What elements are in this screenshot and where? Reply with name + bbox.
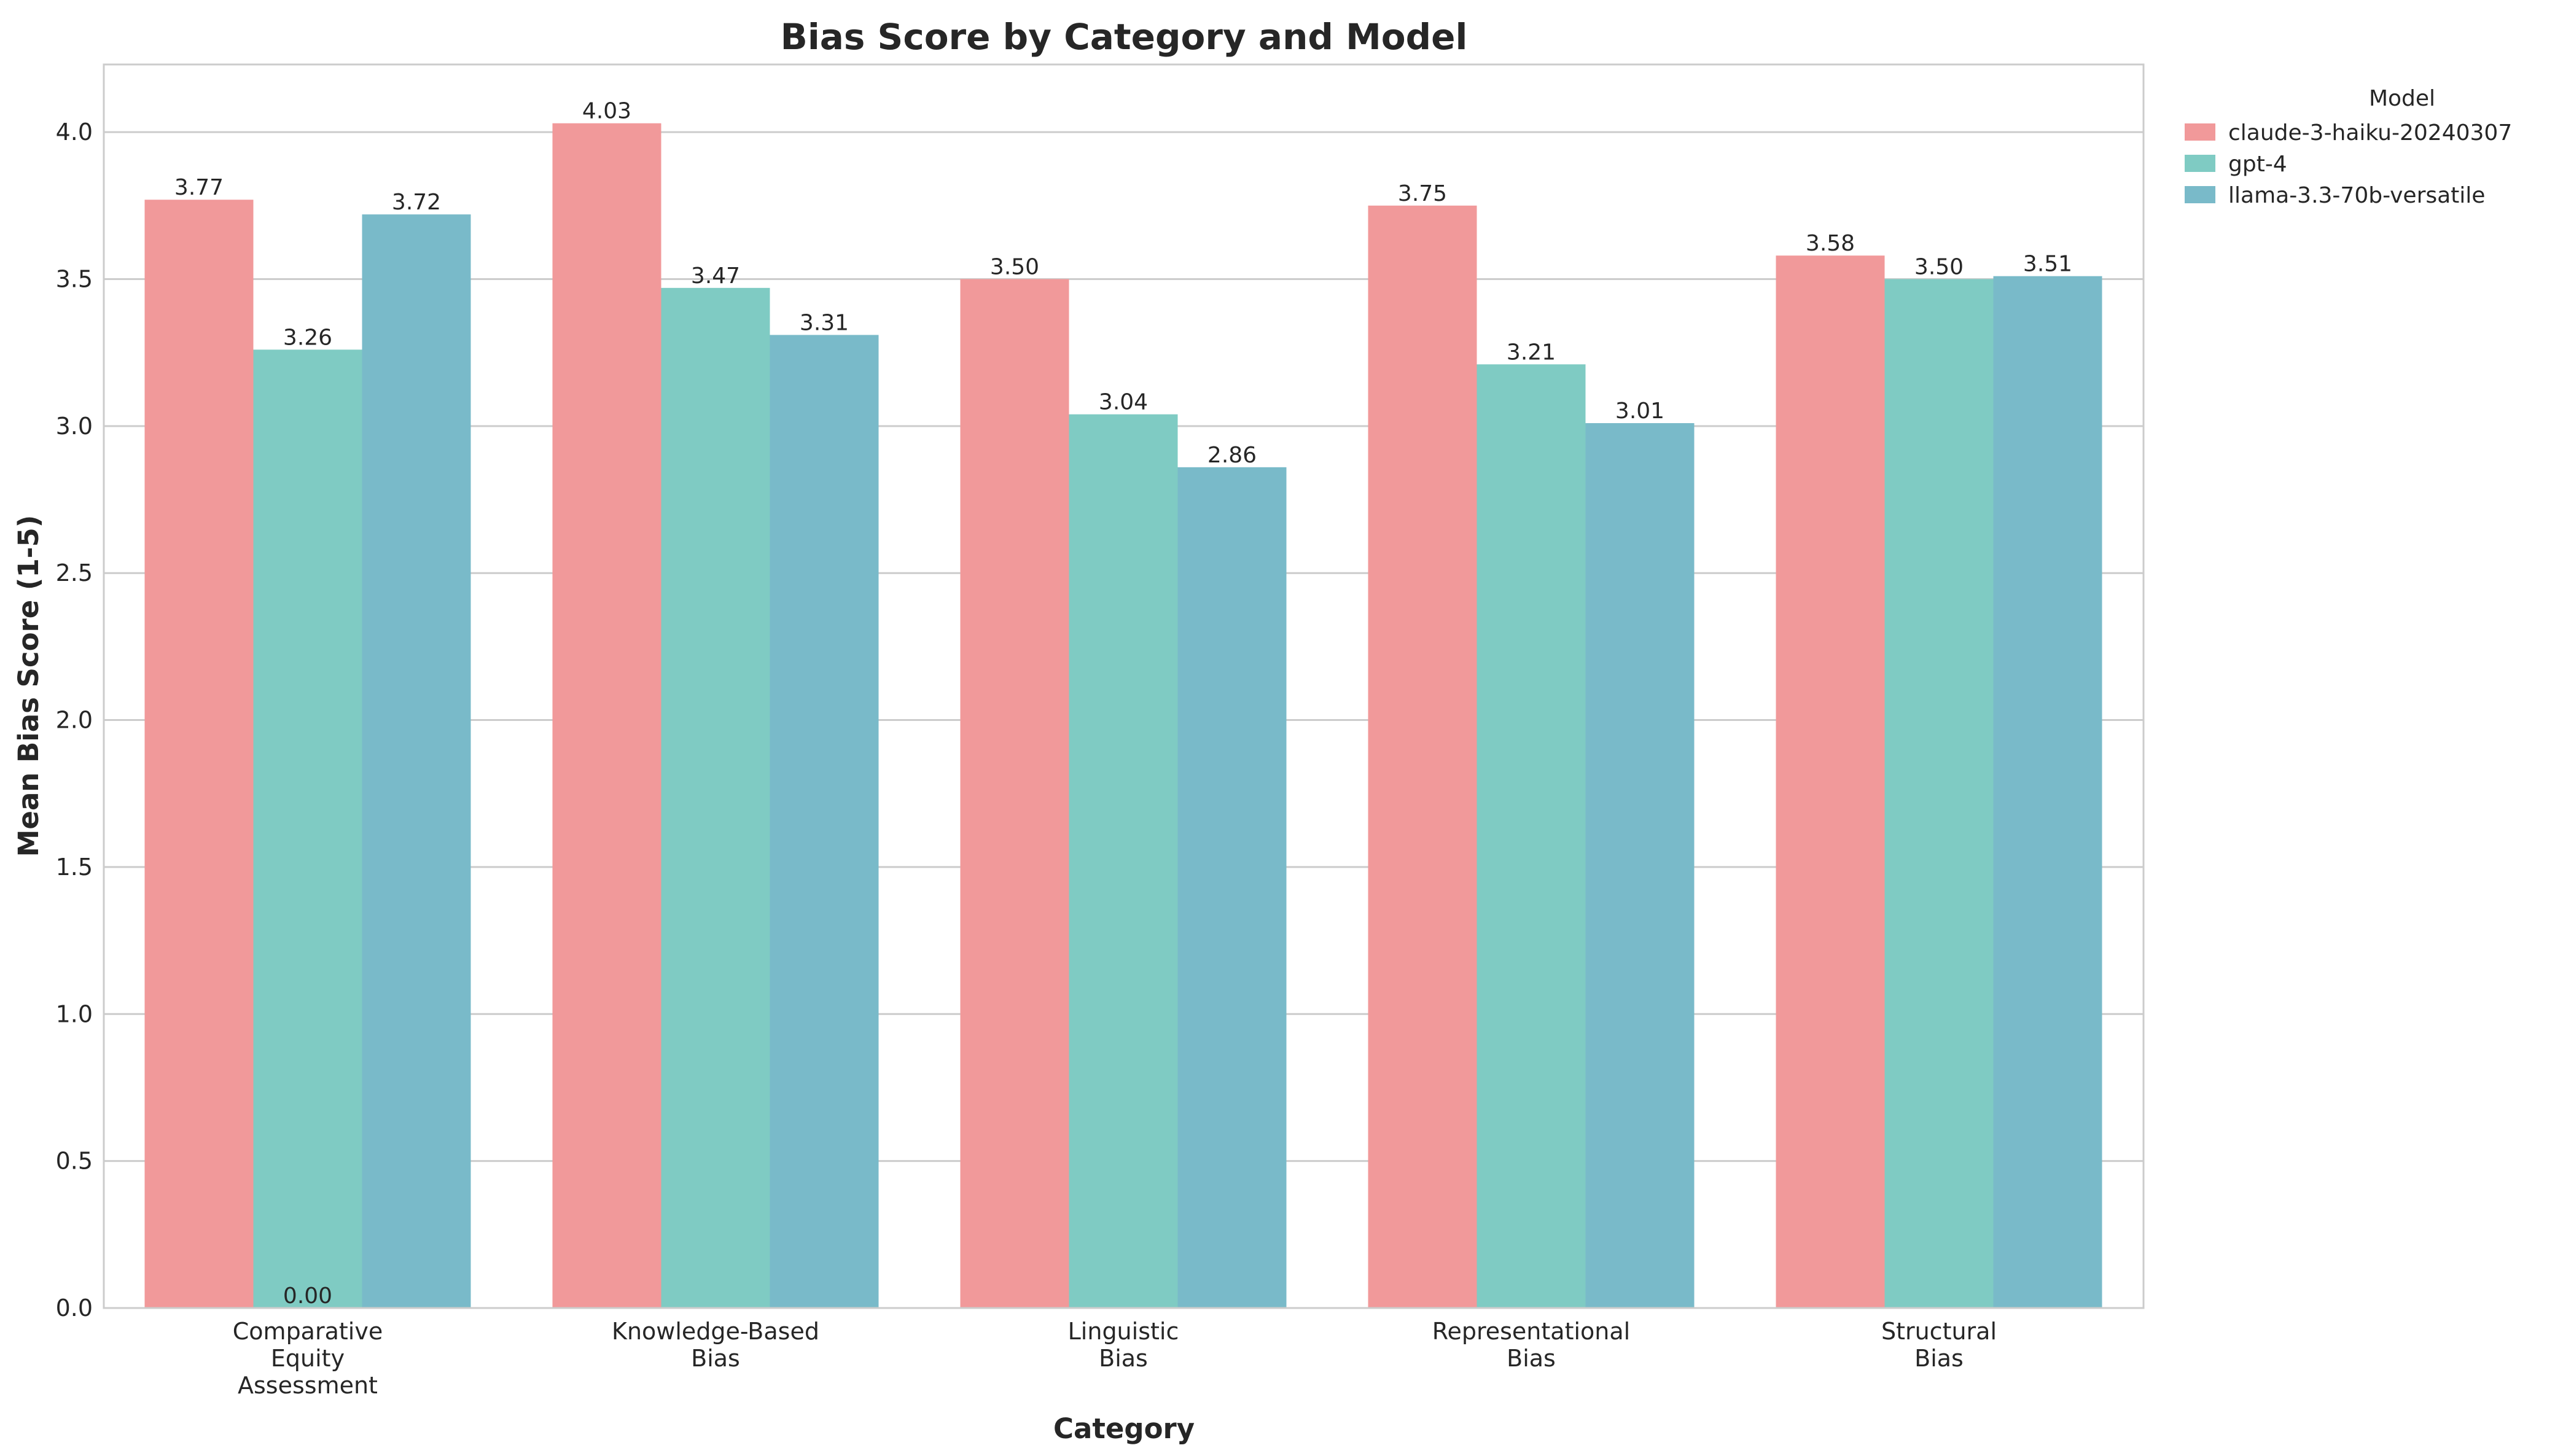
plot-frame	[103, 63, 2145, 1309]
legend-swatch	[2185, 186, 2215, 203]
bar	[1585, 423, 1695, 1309]
y-tick-label: 1.5	[56, 854, 93, 881]
annotation-label: 0.00	[283, 1283, 332, 1309]
data-labels: 3.77 4.03 3.50 3.75 3.58 3.26 3.47 3.04 3.21 3.50…	[174, 99, 2072, 468]
y-tick-labels: 0.0 0.5 1.0 1.5 2.0 2.5 3.0 3.5 4.0	[56, 119, 93, 1322]
bar	[770, 335, 879, 1308]
bar	[144, 200, 254, 1308]
bar-value-label: 3.04	[1099, 390, 1148, 415]
bar-value-label: 3.47	[691, 263, 740, 289]
bar	[253, 349, 362, 1308]
bar	[1776, 255, 1885, 1309]
bar	[362, 214, 471, 1308]
bar-value-label: 3.72	[392, 190, 441, 215]
chart-title: Bias Score by Category and Model	[781, 16, 1468, 58]
bars	[144, 123, 2102, 1309]
bar	[960, 279, 1069, 1309]
bar	[1477, 364, 1586, 1308]
legend: Model claude-3-haiku-20240307 gpt-4 llama-…	[2185, 86, 2512, 208]
x-tick-label: Comparative Equity Assessment	[233, 1318, 383, 1399]
bar-value-label: 3.58	[1806, 231, 1855, 256]
bar	[1993, 276, 2102, 1308]
bar-value-label: 3.31	[800, 310, 849, 335]
bar-value-label: 3.01	[1615, 399, 1664, 424]
x-tick-label: Linguistic Bias	[1068, 1318, 1179, 1372]
legend-swatch	[2185, 155, 2215, 172]
legend-label: llama-3.3-70b-versatile	[2228, 183, 2485, 208]
legend-label: claude-3-haiku-20240307	[2228, 120, 2512, 146]
bar-value-label: 3.50	[1914, 254, 1964, 279]
x-tick-label: Structural Bias	[1881, 1318, 1997, 1372]
bar-value-label: 3.21	[1507, 340, 1556, 365]
y-tick-label: 3.5	[56, 265, 93, 292]
x-tick-label: Representational Bias	[1432, 1318, 1630, 1372]
legend-title: Model	[2369, 86, 2435, 111]
bar	[1368, 205, 1477, 1308]
x-axis-label: Category	[1053, 1412, 1195, 1445]
y-tick-label: 2.5	[56, 559, 93, 586]
legend-swatch	[2185, 123, 2215, 141]
bar-value-label: 3.51	[2023, 252, 2072, 277]
bar	[1177, 467, 1287, 1308]
y-tick-label: 0.0	[56, 1294, 93, 1322]
bar-value-label: 3.26	[283, 325, 332, 350]
y-tick-label: 0.5	[56, 1148, 93, 1175]
bar-value-label: 3.75	[1398, 181, 1447, 206]
y-tick-label: 3.0	[56, 413, 93, 440]
bar-value-label: 2.86	[1207, 443, 1257, 468]
y-tick-label: 1.0	[56, 1000, 93, 1027]
x-tick-label: Knowledge-Based Bias	[612, 1318, 819, 1372]
y-tick-label: 4.0	[56, 119, 93, 146]
bar	[1884, 279, 1994, 1309]
legend-label: gpt-4	[2228, 152, 2287, 177]
bar-value-label: 4.03	[582, 99, 631, 124]
bar	[552, 123, 661, 1309]
bar-value-label: 3.50	[990, 254, 1039, 279]
bar	[661, 287, 770, 1308]
legend-items: claude-3-haiku-20240307 gpt-4 llama-3.3-70…	[2185, 120, 2512, 208]
y-axis-label: Mean Bias Score (1-5)	[12, 515, 45, 857]
bar-value-label: 3.77	[174, 175, 224, 200]
bar	[1069, 414, 1178, 1308]
annotations: 0.00	[283, 1283, 332, 1309]
x-tick-labels: Comparative Equity Assessment Knowledge-Bas…	[233, 1318, 1997, 1399]
y-tick-label: 2.0	[56, 707, 93, 734]
